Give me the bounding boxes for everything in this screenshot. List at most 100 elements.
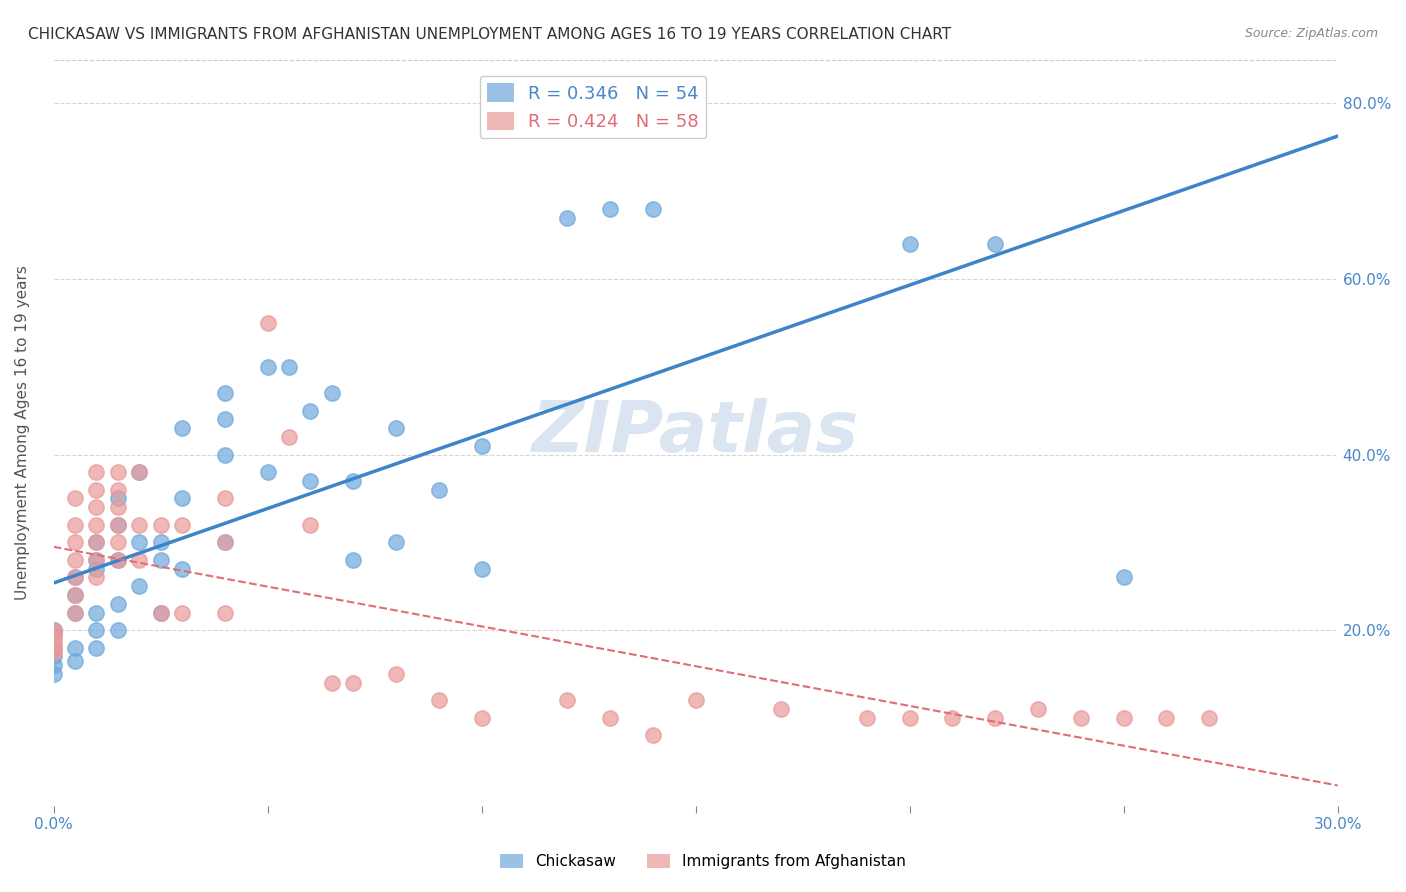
- Point: [107, 597, 129, 611]
- Point: [299, 403, 322, 417]
- Point: [555, 211, 578, 225]
- Point: [278, 430, 301, 444]
- Point: [63, 588, 86, 602]
- Point: [471, 439, 494, 453]
- Point: [107, 491, 129, 506]
- Point: [107, 483, 129, 497]
- Point: [107, 535, 129, 549]
- Point: [63, 535, 86, 549]
- Point: [856, 711, 879, 725]
- Point: [42, 632, 65, 646]
- Point: [641, 202, 664, 216]
- Point: [256, 316, 278, 330]
- Point: [214, 491, 236, 506]
- Point: [42, 658, 65, 673]
- Point: [170, 491, 193, 506]
- Point: [42, 640, 65, 655]
- Point: [214, 448, 236, 462]
- Point: [86, 535, 108, 549]
- Point: [385, 667, 408, 681]
- Point: [42, 649, 65, 664]
- Point: [86, 570, 108, 584]
- Point: [214, 386, 236, 401]
- Point: [63, 654, 86, 668]
- Point: [42, 667, 65, 681]
- Point: [685, 693, 707, 707]
- Point: [170, 606, 193, 620]
- Point: [86, 517, 108, 532]
- Point: [149, 606, 172, 620]
- Point: [86, 623, 108, 637]
- Y-axis label: Unemployment Among Ages 16 to 19 years: Unemployment Among Ages 16 to 19 years: [15, 265, 30, 600]
- Point: [107, 553, 129, 567]
- Point: [1026, 702, 1049, 716]
- Point: [984, 236, 1007, 251]
- Point: [1156, 711, 1178, 725]
- Point: [149, 606, 172, 620]
- Point: [321, 675, 343, 690]
- Point: [555, 693, 578, 707]
- Legend: R = 0.346   N = 54, R = 0.424   N = 58: R = 0.346 N = 54, R = 0.424 N = 58: [479, 76, 706, 138]
- Point: [321, 386, 343, 401]
- Point: [149, 517, 172, 532]
- Point: [107, 623, 129, 637]
- Point: [471, 561, 494, 575]
- Point: [898, 236, 921, 251]
- Point: [42, 627, 65, 641]
- Point: [299, 474, 322, 488]
- Point: [278, 359, 301, 374]
- Point: [107, 553, 129, 567]
- Point: [42, 623, 65, 637]
- Point: [898, 711, 921, 725]
- Point: [214, 535, 236, 549]
- Point: [128, 579, 150, 593]
- Point: [984, 711, 1007, 725]
- Text: Source: ZipAtlas.com: Source: ZipAtlas.com: [1244, 27, 1378, 40]
- Point: [107, 517, 129, 532]
- Point: [128, 553, 150, 567]
- Point: [86, 640, 108, 655]
- Point: [256, 465, 278, 479]
- Point: [214, 535, 236, 549]
- Point: [1198, 711, 1220, 725]
- Text: ZIPatlas: ZIPatlas: [531, 398, 859, 467]
- Point: [1112, 570, 1135, 584]
- Point: [385, 421, 408, 435]
- Point: [86, 553, 108, 567]
- Point: [342, 553, 364, 567]
- Point: [342, 474, 364, 488]
- Point: [42, 645, 65, 659]
- Point: [599, 711, 621, 725]
- Point: [86, 606, 108, 620]
- Point: [63, 491, 86, 506]
- Point: [641, 728, 664, 742]
- Point: [42, 627, 65, 641]
- Point: [86, 561, 108, 575]
- Point: [170, 517, 193, 532]
- Point: [128, 517, 150, 532]
- Point: [214, 412, 236, 426]
- Point: [128, 465, 150, 479]
- Point: [170, 561, 193, 575]
- Point: [107, 465, 129, 479]
- Point: [427, 483, 450, 497]
- Point: [1070, 711, 1092, 725]
- Point: [86, 535, 108, 549]
- Point: [770, 702, 793, 716]
- Point: [63, 553, 86, 567]
- Point: [107, 500, 129, 515]
- Point: [107, 517, 129, 532]
- Point: [128, 465, 150, 479]
- Text: CHICKASAW VS IMMIGRANTS FROM AFGHANISTAN UNEMPLOYMENT AMONG AGES 16 TO 19 YEARS : CHICKASAW VS IMMIGRANTS FROM AFGHANISTAN…: [28, 27, 952, 42]
- Point: [63, 588, 86, 602]
- Point: [42, 623, 65, 637]
- Point: [427, 693, 450, 707]
- Point: [63, 640, 86, 655]
- Point: [86, 465, 108, 479]
- Point: [86, 483, 108, 497]
- Legend: Chickasaw, Immigrants from Afghanistan: Chickasaw, Immigrants from Afghanistan: [494, 848, 912, 875]
- Point: [63, 570, 86, 584]
- Point: [214, 606, 236, 620]
- Point: [256, 359, 278, 374]
- Point: [42, 640, 65, 655]
